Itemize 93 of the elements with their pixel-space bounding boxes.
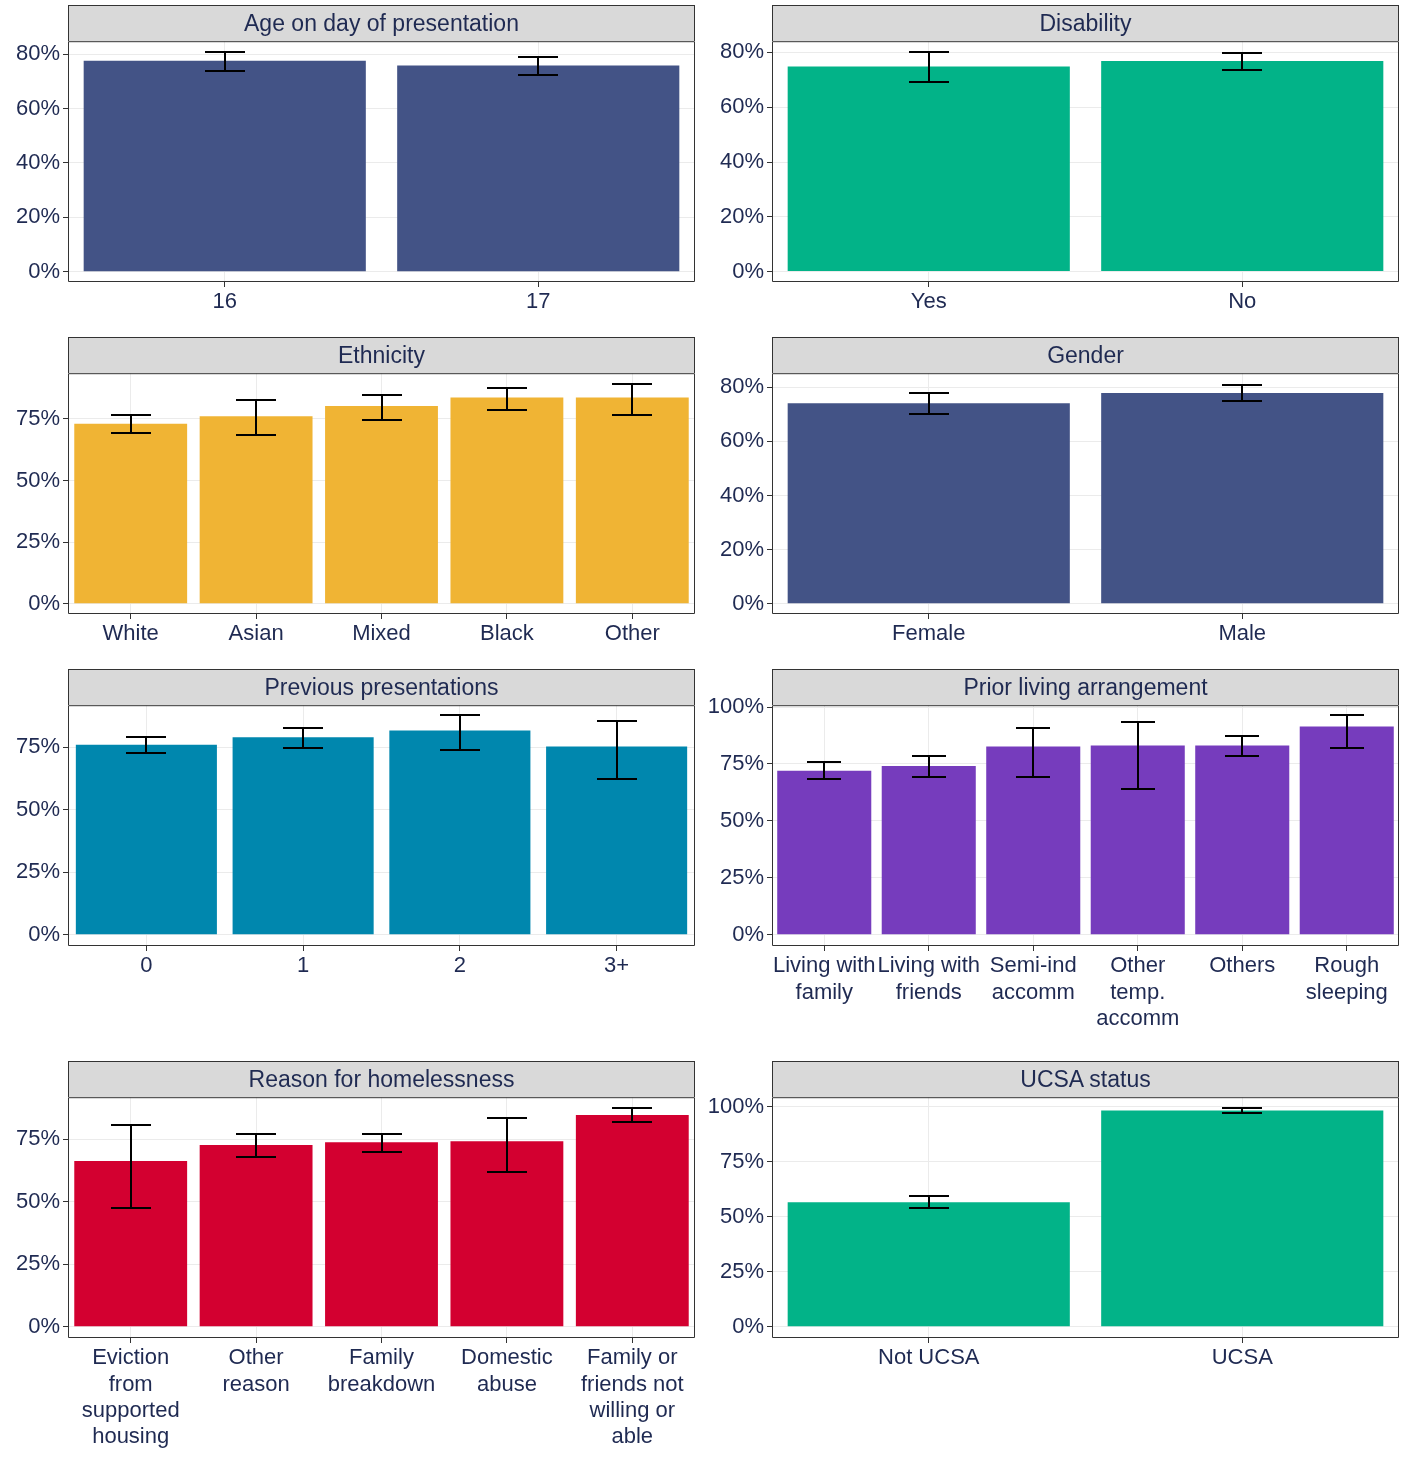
bar — [986, 746, 1081, 935]
y-tick-label: 75% — [719, 749, 764, 775]
y-tick-label: 50% — [719, 806, 764, 832]
chart-title: Previous presentations — [68, 669, 695, 705]
bar — [74, 1160, 188, 1327]
y-tick-label: 0% — [28, 920, 60, 946]
chart-title: Prior living arrangement — [772, 669, 1399, 705]
x-tick-label: Not UCSA — [878, 1344, 980, 1370]
y-tick-label: 80% — [719, 38, 764, 64]
y-tick-label: 100% — [707, 692, 764, 718]
x-tick-label: Other reason — [222, 1344, 290, 1396]
x-tick-label: White — [102, 620, 159, 646]
bar — [232, 736, 374, 935]
x-tick-label: Domestic abuse — [461, 1344, 553, 1396]
y-tick-label: 20% — [719, 202, 764, 228]
y-tick-label: 25% — [719, 863, 764, 889]
bar — [1195, 745, 1290, 935]
x-tick-label: 2 — [453, 952, 466, 978]
y-tick-label: 0% — [28, 257, 60, 283]
x-tick-label: Yes — [910, 288, 947, 314]
y-tick-label: 75% — [15, 404, 60, 430]
y-tick-label: 25% — [15, 527, 60, 553]
x-tick-label: Family breakdown — [327, 1344, 436, 1396]
bar — [199, 416, 313, 603]
y-tick-label: 80% — [15, 40, 60, 66]
y-tick-label: 50% — [719, 1202, 764, 1228]
x-tick-label: 0 — [140, 952, 153, 978]
x-tick-label: UCSA — [1211, 1344, 1274, 1370]
bar — [575, 1114, 689, 1327]
x-tick-label: Living with family — [772, 952, 876, 1004]
x-tick-label: Mixed — [352, 620, 411, 646]
bar — [1299, 726, 1394, 935]
y-tick-label: 0% — [732, 1312, 764, 1338]
x-tick-label: 1 — [297, 952, 310, 978]
chart-title: UCSA status — [772, 1061, 1399, 1097]
bar — [450, 397, 564, 603]
x-tick-label: Other — [604, 620, 660, 646]
x-tick-label: Rough sleeping — [1305, 952, 1388, 1004]
y-tick-label: 60% — [15, 94, 60, 120]
y-tick-label: 0% — [732, 257, 764, 283]
y-tick-label: 75% — [15, 1125, 60, 1151]
y-tick-label: 0% — [732, 920, 764, 946]
y-tick-label: 0% — [28, 1312, 60, 1338]
bar — [199, 1144, 313, 1327]
chart-title: Reason for homelessness — [68, 1061, 695, 1097]
bar — [575, 397, 689, 603]
bar — [325, 1141, 438, 1327]
x-tick-label: 16 — [212, 288, 237, 314]
chart-title: Age on day of presentation — [68, 5, 695, 41]
y-tick-label: 25% — [15, 1250, 60, 1276]
bar — [325, 405, 438, 603]
x-tick-label: Asian — [228, 620, 284, 646]
x-tick-label: Black — [480, 620, 535, 646]
x-tick-label: No — [1228, 288, 1257, 314]
bar — [546, 746, 688, 935]
y-tick-label: 75% — [15, 733, 60, 759]
chart-title: Disability — [772, 5, 1399, 41]
y-tick-label: 50% — [15, 1187, 60, 1213]
y-tick-label: 50% — [15, 795, 60, 821]
bar — [74, 423, 188, 603]
x-tick-label: Others — [1209, 952, 1276, 978]
y-tick-label: 75% — [719, 1147, 764, 1173]
chart-title: Ethnicity — [68, 337, 695, 373]
x-tick-label: Male — [1218, 620, 1267, 646]
x-tick-label: Semi-ind accomm — [989, 952, 1077, 1004]
bar — [1090, 745, 1185, 935]
bar — [450, 1140, 564, 1327]
bar — [777, 770, 872, 935]
y-tick-label: 50% — [15, 466, 60, 492]
bar — [389, 730, 531, 935]
x-tick-label: Other temp. accomm — [1096, 952, 1180, 1030]
y-tick-label: 25% — [15, 858, 60, 884]
y-tick-label: 20% — [15, 203, 60, 229]
x-tick-label: Eviction from supported housing — [81, 1344, 180, 1449]
chart-title: Gender — [772, 337, 1399, 373]
y-tick-label: 25% — [719, 1257, 764, 1283]
bar — [75, 744, 217, 935]
x-tick-label: 17 — [526, 288, 551, 314]
y-tick-label: 60% — [719, 427, 764, 453]
x-tick-label: 3+ — [604, 952, 630, 978]
x-tick-label: Living with friends — [877, 952, 981, 1004]
y-tick-label: 80% — [719, 373, 764, 399]
x-tick-label: Family or friends not willing or able — [580, 1344, 684, 1449]
y-tick-label: 40% — [719, 481, 764, 507]
y-tick-label: 20% — [719, 535, 764, 561]
y-tick-label: 0% — [28, 589, 60, 615]
y-tick-label: 0% — [732, 589, 764, 615]
y-tick-label: 40% — [719, 147, 764, 173]
y-tick-label: 60% — [719, 93, 764, 119]
bar — [881, 765, 976, 935]
y-tick-label: 100% — [707, 1092, 764, 1118]
x-tick-label: Female — [892, 620, 966, 646]
y-tick-label: 40% — [15, 148, 60, 174]
